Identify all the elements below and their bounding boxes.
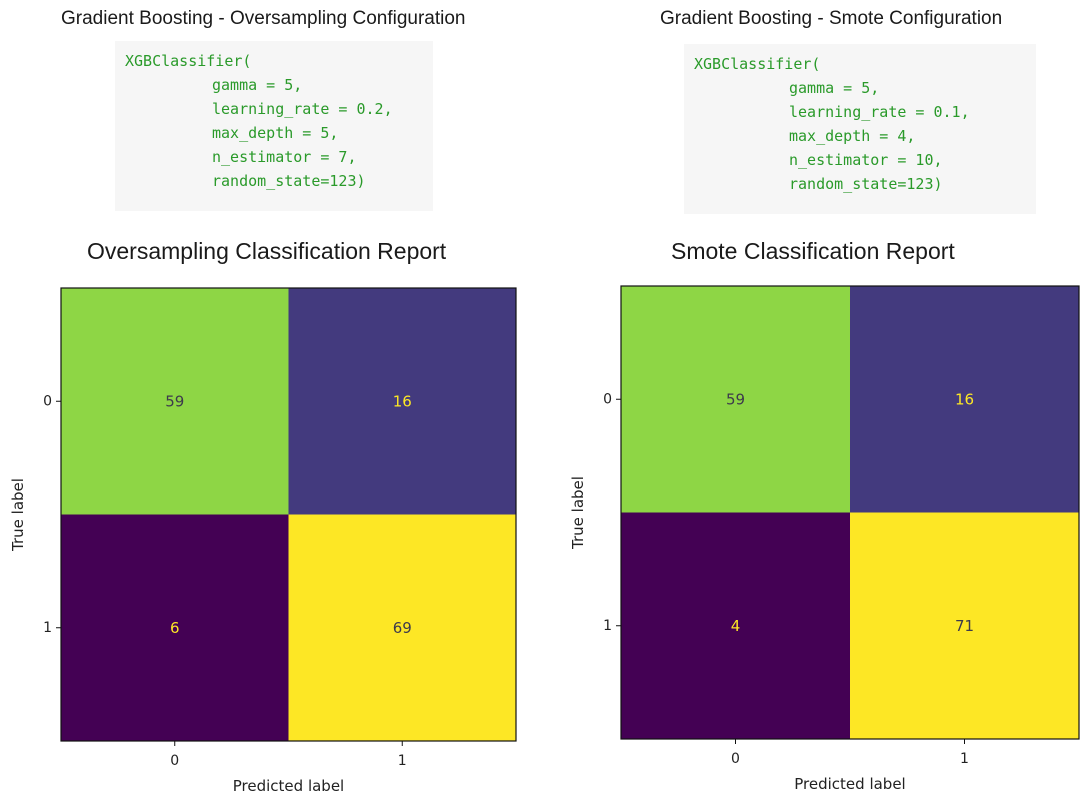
smote-panel: Gradient Boosting - Smote Configuration … xyxy=(546,0,1091,805)
plot-frame xyxy=(60,287,517,742)
code-line: gamma = 5, xyxy=(789,79,880,97)
plot-frame xyxy=(620,285,1080,740)
code-line: max_depth = 4, xyxy=(789,127,916,145)
code-line: XGBClassifier( xyxy=(125,52,252,70)
cell-value-true1-pred0: 6 xyxy=(170,619,180,637)
code-line: random_state=123) xyxy=(212,172,366,190)
oversampling-confusion-matrix: 59 16 6 69 0 1 0 1 Predicted label True … xyxy=(9,287,517,795)
oversampling-report-title: Oversampling Classification Report xyxy=(87,238,447,264)
cell-true0-pred0 xyxy=(621,286,850,513)
cell-value-true0-pred1: 16 xyxy=(393,392,412,410)
y-tick-label-1: 1 xyxy=(43,620,52,636)
x-axis-label: Predicted label xyxy=(794,775,905,793)
cell-true1-pred0 xyxy=(621,512,850,739)
oversampling-panel: Gradient Boosting - Oversampling Configu… xyxy=(0,0,545,805)
smote-config-title: Gradient Boosting - Smote Configuration xyxy=(660,8,1003,29)
oversampling-config-title: Gradient Boosting - Oversampling Configu… xyxy=(61,8,466,29)
y-tick-label-0: 0 xyxy=(603,391,612,407)
cell-true1-pred1 xyxy=(850,512,1079,739)
y-tick-label-0: 0 xyxy=(43,393,52,409)
code-line: gamma = 5, xyxy=(212,76,303,94)
x-tick-label-0: 0 xyxy=(731,751,740,767)
cell-value-true0-pred0: 59 xyxy=(726,390,745,408)
cell-value-true1-pred1: 69 xyxy=(393,619,412,637)
cell-true1-pred0 xyxy=(61,514,289,741)
x-tick-label-1: 1 xyxy=(398,753,407,769)
x-tick-label-0: 0 xyxy=(170,753,179,769)
code-line: max_depth = 5, xyxy=(212,124,339,142)
cell-true0-pred1 xyxy=(288,288,516,515)
cell-true1-pred1 xyxy=(288,514,516,741)
x-tick-label-1: 1 xyxy=(960,751,969,767)
code-line: n_estimator = 10, xyxy=(789,151,943,169)
oversampling-code-block: XGBClassifier( gamma = 5, learning_rate … xyxy=(115,41,433,211)
code-line: XGBClassifier( xyxy=(694,55,821,73)
y-axis-label: True label xyxy=(569,476,587,550)
smote-report-title: Smote Classification Report xyxy=(671,238,955,264)
code-line: learning_rate = 0.1, xyxy=(789,103,970,121)
code-line: random_state=123) xyxy=(789,175,943,193)
cell-value-true0-pred0: 59 xyxy=(165,392,184,410)
y-tick-label-1: 1 xyxy=(603,618,612,634)
cell-value-true0-pred1: 16 xyxy=(955,390,974,408)
cell-value-true1-pred0: 4 xyxy=(731,617,741,635)
code-line: learning_rate = 0.2, xyxy=(212,100,393,118)
x-axis-label: Predicted label xyxy=(233,777,344,795)
cell-true0-pred1 xyxy=(850,286,1079,513)
cell-true0-pred0 xyxy=(61,288,289,515)
cell-value-true1-pred1: 71 xyxy=(955,617,974,635)
y-axis-label: True label xyxy=(9,478,27,552)
smote-confusion-matrix: 59 16 4 71 0 1 0 1 Predicted label True … xyxy=(569,285,1080,793)
smote-code-block: XGBClassifier( gamma = 5, learning_rate … xyxy=(684,44,1036,214)
code-line: n_estimator = 7, xyxy=(212,148,357,166)
